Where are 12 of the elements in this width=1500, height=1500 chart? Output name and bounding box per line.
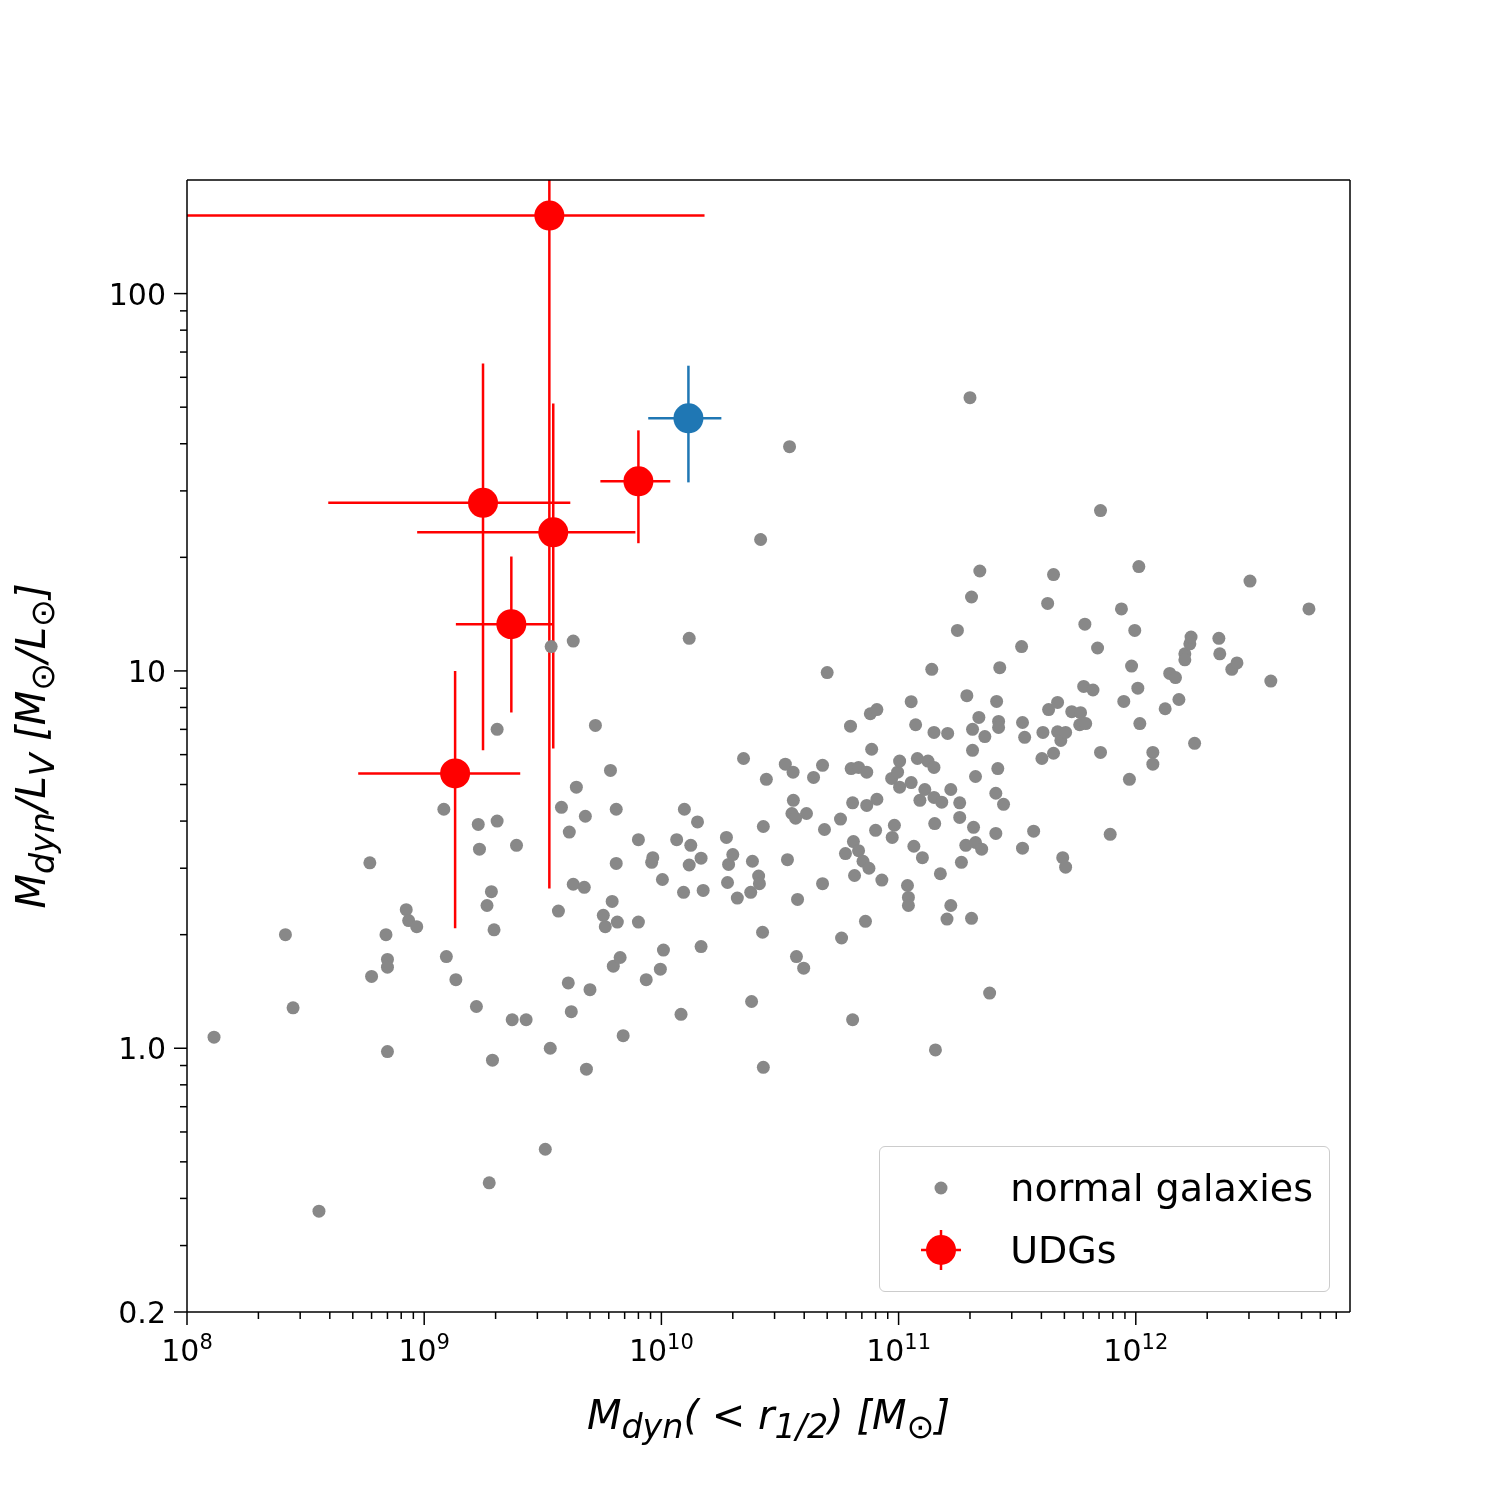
x-tick-label: 10$^{11}$	[866, 1330, 932, 1368]
x-axis-title: M$_{dyn}$( < r$_{1/2}$) [M$_{⊙}$]	[585, 1392, 952, 1446]
x-tick-label: 10$^{12}$	[1103, 1330, 1169, 1368]
y-tick-label: 0.2	[118, 1295, 166, 1330]
y-tick-label: 100	[108, 276, 166, 312]
legend-label: normal galaxies	[1010, 1166, 1313, 1210]
x-tick-label: 10$^{10}$	[628, 1330, 694, 1368]
y-tick-label: 1.0	[118, 1031, 166, 1067]
x-tick-label: 10$^{8}$	[161, 1330, 213, 1368]
y-tick-label: 10	[127, 653, 166, 689]
legend-label: UDGs	[1010, 1228, 1117, 1272]
x-tick-label: 10$^{9}$	[398, 1330, 450, 1368]
